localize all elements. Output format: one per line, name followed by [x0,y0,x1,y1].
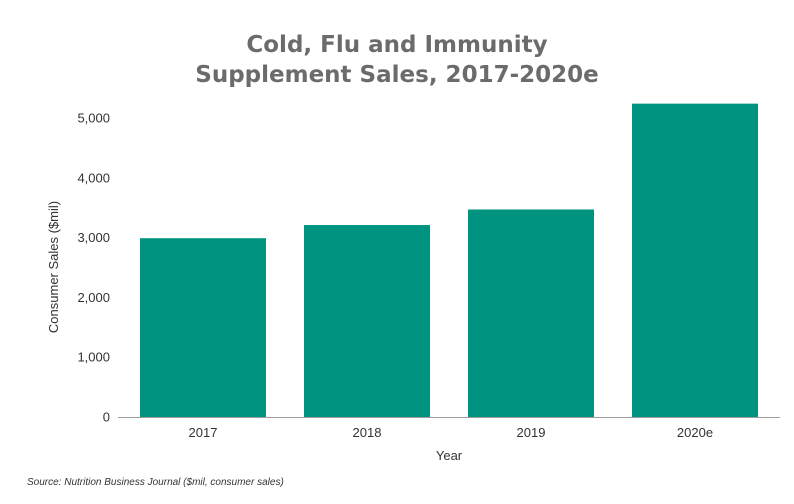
x-tick-label: 2017 [189,425,218,440]
bars [140,103,758,417]
bar-2018 [304,225,430,417]
chart-title: Cold, Flu and Immunity Supplement Sales,… [0,30,794,90]
x-axis-ticks: 2017 2018 2019 2020e [189,425,714,440]
y-tick-label: 2,000 [77,290,110,305]
y-tick-label: 3,000 [77,230,110,245]
chart-title-line-1: Cold, Flu and Immunity [246,32,548,58]
x-tick-label: 2018 [353,425,382,440]
x-tick-label: 2020e [677,425,713,440]
x-axis-label: Year [436,448,463,463]
y-tick-label: 5,000 [77,111,110,126]
bar-2020e [632,103,758,417]
x-tick-label: 2019 [517,425,546,440]
source-note: Source: Nutrition Business Journal ($mil… [27,477,284,488]
y-tick-label: 1,000 [77,350,110,365]
chart-title-line-2: Supplement Sales, 2017-2020e [195,62,599,88]
y-tick-label: 4,000 [77,170,110,185]
y-tick-label: 0 [103,410,110,425]
y-axis-label: Consumer Sales ($mil) [46,201,61,333]
bar-2019 [468,209,594,417]
bar-2017 [140,238,266,417]
y-axis-ticks: 0 1,000 2,000 3,000 4,000 5,000 [77,111,110,425]
